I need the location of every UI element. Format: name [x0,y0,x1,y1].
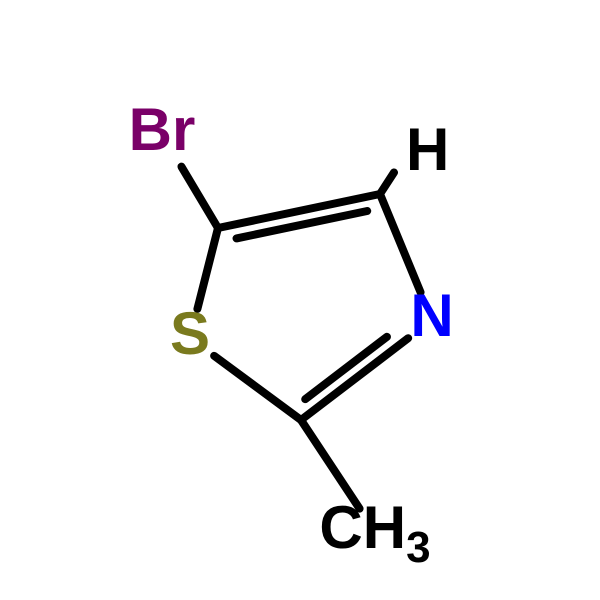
atom-label-s: S [170,300,210,367]
bond [301,338,408,420]
bond [380,194,421,292]
atom-label-h: H [406,116,449,183]
atom-label-ch3: CH3 [319,494,430,572]
atom-label-br: Br [129,96,196,163]
molecule-diagram: Br H N S CH3 [0,0,600,600]
bond [197,228,218,309]
atom-label-n: N [410,282,453,349]
bond [237,211,368,238]
bond [181,167,218,228]
bond [214,356,301,420]
